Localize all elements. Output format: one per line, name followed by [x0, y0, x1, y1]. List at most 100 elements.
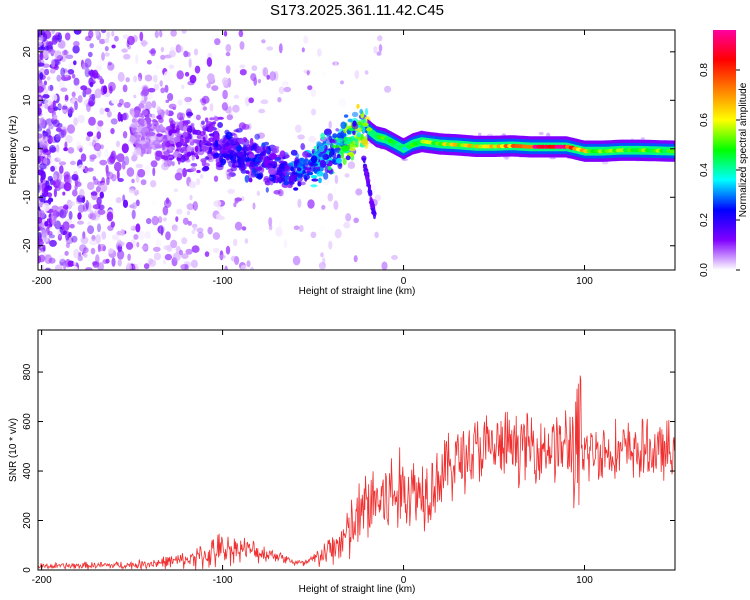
noise-blob	[88, 77, 94, 87]
noise-blob	[128, 188, 135, 194]
noise-blob	[328, 240, 333, 250]
noise-blob	[107, 61, 112, 66]
noise-blob	[322, 70, 326, 77]
noise-blob	[52, 180, 56, 186]
noise-blob	[151, 100, 157, 109]
noise-blob	[384, 85, 392, 93]
noise-blob	[41, 183, 48, 193]
cluster-blob	[289, 179, 294, 186]
noise-blob	[58, 161, 67, 166]
noise-blob	[49, 84, 54, 91]
noise-blob	[49, 239, 57, 247]
noise-blob	[77, 220, 84, 225]
cluster-blob	[248, 151, 252, 155]
noise-blob	[144, 231, 151, 240]
cluster-blob	[196, 169, 201, 174]
noise-blob	[38, 148, 42, 155]
noise-blob	[73, 117, 78, 126]
noise-blob	[38, 149, 43, 157]
noise-blob	[188, 181, 197, 189]
noise-blob	[153, 252, 161, 261]
noise-blob	[89, 239, 97, 246]
noise-blob	[80, 236, 89, 245]
noise-blob	[196, 178, 201, 186]
noise-blob	[216, 213, 222, 220]
cluster-blob	[191, 154, 195, 161]
chart-title: S173.2025.361.11.42.C45	[270, 2, 444, 19]
noise-blob	[297, 134, 305, 140]
noise-blob	[189, 194, 193, 201]
noise-blob	[151, 200, 157, 206]
noise-blob	[213, 200, 222, 207]
noise-blob	[76, 141, 81, 148]
noise-blob	[136, 241, 140, 248]
noise-blob	[152, 246, 161, 252]
noise-blob	[135, 54, 139, 64]
noise-blob	[38, 86, 44, 93]
cluster-blob	[136, 112, 144, 118]
cluster-blob	[340, 121, 347, 129]
cluster-blob	[310, 175, 318, 179]
noise-blob	[128, 223, 134, 230]
noise-blob	[92, 261, 100, 268]
noise-blob	[56, 144, 60, 153]
noise-blob	[79, 244, 87, 253]
cluster-blob	[311, 178, 319, 182]
noise-blob	[56, 74, 62, 82]
noise-blob	[45, 128, 51, 138]
cluster-blob	[364, 108, 369, 116]
noise-blob	[43, 88, 49, 96]
haze-blob	[538, 131, 544, 136]
noise-blob	[38, 117, 46, 128]
noise-blob	[40, 265, 45, 270]
noise-blob	[155, 64, 161, 70]
noise-blob	[308, 135, 317, 143]
noise-blob	[65, 54, 74, 60]
noise-blob	[38, 41, 43, 46]
noise-blob	[38, 202, 44, 208]
noise-blob	[95, 64, 102, 72]
cluster-blob	[163, 155, 169, 161]
cluster-blob	[302, 169, 306, 174]
y-tick-label: 0	[22, 567, 33, 573]
noise-blob	[122, 34, 130, 40]
noise-blob	[133, 234, 139, 240]
noise-blob	[50, 215, 58, 226]
noise-blob	[101, 52, 105, 61]
y-tick-label: 0	[22, 146, 33, 152]
noise-blob	[144, 74, 153, 82]
noise-blob	[109, 85, 113, 94]
noise-blob	[153, 74, 158, 83]
cluster-blob	[178, 121, 183, 126]
cluster-blob	[259, 164, 265, 168]
noise-blob	[187, 220, 192, 226]
cluster-blob	[172, 106, 176, 111]
noise-blob	[298, 225, 304, 232]
noise-blob	[80, 153, 87, 162]
cluster-blob	[279, 172, 286, 179]
noise-blob	[275, 226, 283, 237]
y-tick-label: 200	[22, 512, 33, 529]
noise-blob	[90, 69, 94, 79]
noise-blob	[239, 64, 246, 69]
cluster-blob	[316, 170, 323, 177]
noise-blob	[38, 210, 46, 219]
cluster-blob	[303, 158, 311, 166]
noise-blob	[184, 71, 190, 77]
noise-blob	[99, 38, 106, 45]
noise-blob	[284, 239, 288, 249]
noise-blob	[38, 255, 42, 264]
cluster-blob	[254, 133, 260, 140]
noise-blob	[321, 257, 326, 266]
cluster-blob	[327, 166, 332, 171]
noise-blob	[303, 35, 309, 44]
noise-blob	[185, 248, 193, 255]
noise-blob	[65, 258, 71, 268]
cluster-blob	[292, 174, 298, 179]
noise-blob	[42, 94, 50, 99]
noise-blob	[164, 253, 173, 261]
noise-blob	[135, 199, 140, 207]
noise-blob	[135, 189, 140, 195]
noise-blob	[58, 206, 65, 210]
noise-blob	[47, 76, 51, 81]
